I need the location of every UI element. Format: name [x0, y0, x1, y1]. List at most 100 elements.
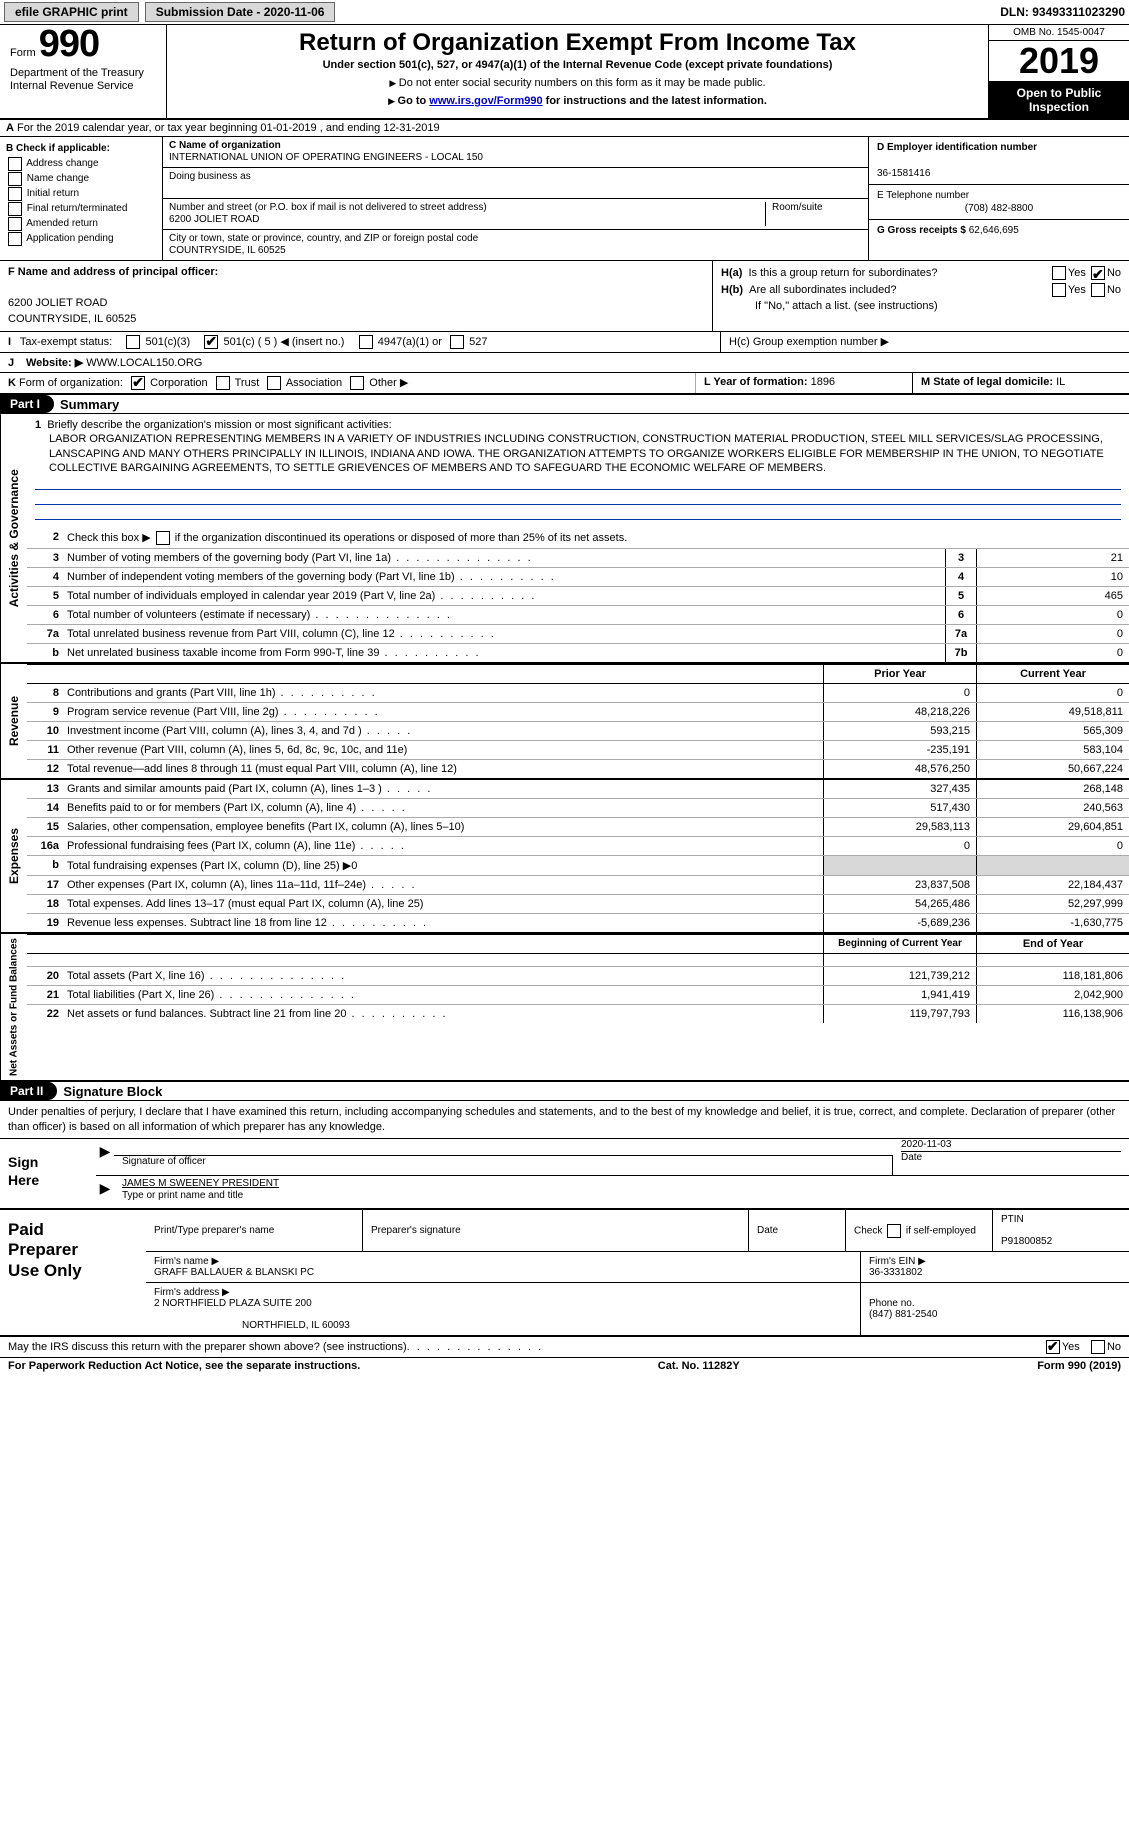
net-assets-section: Net Assets or Fund Balances Beginning of…: [0, 934, 1129, 1082]
line3: Number of voting members of the governin…: [63, 549, 945, 567]
form-number: 990: [39, 23, 99, 65]
officer-addr2: COUNTRYSIDE, IL 60525: [8, 313, 136, 325]
c16a: 0: [976, 837, 1129, 855]
line8: Contributions and grants (Part VIII, lin…: [63, 684, 823, 702]
hdr-current: Current Year: [976, 665, 1129, 683]
street-address: 6200 JOLIET ROAD: [169, 214, 259, 225]
line7a: Total unrelated business revenue from Pa…: [63, 625, 945, 643]
sig-officer-label: Signature of officer: [122, 1156, 206, 1167]
v5: 465: [976, 587, 1129, 605]
cb-address-change[interactable]: [8, 157, 22, 171]
part1-title: Summary: [60, 397, 119, 412]
irs-link[interactable]: www.irs.gov/Form990: [429, 95, 542, 107]
cb-4947[interactable]: [359, 335, 373, 349]
form-subtitle: Under section 501(c), 527, or 4947(a)(1)…: [175, 59, 980, 71]
cb-initial-return[interactable]: [8, 187, 22, 201]
self-employed-label: Check if self-employed: [854, 1224, 984, 1238]
c20: 118,181,806: [976, 967, 1129, 985]
cb-final-return[interactable]: [8, 202, 22, 216]
hdr-end: End of Year: [976, 935, 1129, 953]
line20: Total assets (Part X, line 16): [63, 967, 823, 985]
c18: 52,297,999: [976, 895, 1129, 913]
cb-amended-return[interactable]: [8, 217, 22, 231]
v3: 21: [976, 549, 1129, 567]
line-j: J Website: ▶ WWW.LOCAL150.ORG: [0, 353, 1129, 373]
line-a-text: For the 2019 calendar year, or tax year …: [17, 122, 440, 134]
firm-phone-label: Phone no.: [869, 1298, 1121, 1309]
cb-hb-no[interactable]: [1091, 283, 1105, 297]
cb-trust[interactable]: [216, 376, 230, 390]
form-footer: Form 990 (2019): [1037, 1360, 1121, 1372]
officer-label: F Name and address of principal officer:: [8, 266, 218, 278]
cb-501c3[interactable]: [126, 335, 140, 349]
org-name-label: C Name of organization: [169, 140, 281, 151]
box-c: C Name of organization INTERNATIONAL UNI…: [163, 137, 868, 260]
c22: 116,138,906: [976, 1005, 1129, 1023]
line-klm: K Form of organization: Corporation Trus…: [0, 373, 1129, 395]
c21: 2,042,900: [976, 986, 1129, 1004]
cb-application-pending[interactable]: [8, 232, 22, 246]
opt-527: 527: [469, 336, 487, 348]
phone-label: E Telephone number: [877, 190, 969, 201]
line-i: I Tax-exempt status: 501(c)(3) 501(c) ( …: [0, 332, 1129, 353]
cb-501c[interactable]: [204, 335, 218, 349]
c11: 583,104: [976, 741, 1129, 759]
v7a: 0: [976, 625, 1129, 643]
website-label: Website: ▶: [26, 356, 83, 369]
cb-self-employed[interactable]: [887, 1224, 901, 1238]
cb-association[interactable]: [267, 376, 281, 390]
p19: -5,689,236: [823, 914, 976, 932]
box-b: B Check if applicable: Address change Na…: [0, 137, 163, 260]
cb-other[interactable]: [350, 376, 364, 390]
opt-501c: 501(c) ( 5 ) ◀ (insert no.): [223, 336, 344, 348]
state-domicile-label: M State of legal domicile:: [921, 376, 1053, 388]
instructions-link-line: Go to www.irs.gov/Form990 for instructio…: [175, 95, 980, 107]
blank-line: [35, 475, 1121, 490]
discuss-no: No: [1107, 1341, 1121, 1353]
efile-print-button[interactable]: efile GRAPHIC print: [4, 2, 139, 22]
perjury-statement: Under penalties of perjury, I declare th…: [0, 1101, 1129, 1139]
v4: 10: [976, 568, 1129, 586]
firm-addr1: 2 NORTHFIELD PLAZA SUITE 200: [154, 1298, 852, 1309]
cb-ha-yes[interactable]: [1052, 266, 1066, 280]
officer-addr1: 6200 JOLIET ROAD: [8, 297, 107, 309]
hb-yes: Yes: [1068, 284, 1086, 296]
cb-discuss-yes[interactable]: [1046, 1340, 1060, 1354]
line14: Benefits paid to or for members (Part IX…: [63, 799, 823, 817]
form-title: Return of Organization Exempt From Incom…: [175, 29, 980, 57]
side-activities: Activities & Governance: [0, 414, 27, 662]
line5: Total number of individuals employed in …: [63, 587, 945, 605]
p8: 0: [823, 684, 976, 702]
line7b: Net unrelated business taxable income fr…: [63, 644, 945, 662]
paperwork-notice: For Paperwork Reduction Act Notice, see …: [8, 1360, 360, 1372]
header-right: OMB No. 1545-0047 2019 Open to PublicIns…: [989, 25, 1129, 118]
p11: -235,191: [823, 741, 976, 759]
cb-corporation[interactable]: [131, 376, 145, 390]
part2-tag: Part II: [0, 1082, 57, 1100]
hc-label: H(c) Group exemption number ▶: [729, 336, 889, 348]
phone-value: (708) 482-8800: [965, 203, 1033, 214]
sign-here-label: SignHere: [0, 1139, 96, 1208]
c13: 268,148: [976, 780, 1129, 798]
cb-527[interactable]: [450, 335, 464, 349]
ptin-value: P91800852: [1001, 1236, 1121, 1247]
opt-corp: Corporation: [150, 377, 207, 389]
submission-date-badge: Submission Date - 2020-11-06: [145, 2, 336, 22]
cb-discuss-no[interactable]: [1091, 1340, 1105, 1354]
cb-discontinued[interactable]: [156, 531, 170, 545]
dba-label: Doing business as: [169, 171, 251, 182]
officer-name-title: JAMES M SWEENEY PRESIDENT: [122, 1178, 279, 1189]
paid-preparer-label: PaidPreparerUse Only: [0, 1210, 146, 1335]
revenue-section: Revenue Prior YearCurrent Year 8Contribu…: [0, 664, 1129, 780]
c9: 49,518,811: [976, 703, 1129, 721]
cb-hb-yes[interactable]: [1052, 283, 1066, 297]
part2-title: Signature Block: [63, 1084, 162, 1099]
gross-receipts-value: 62,646,695: [969, 225, 1019, 236]
paid-preparer-block: PaidPreparerUse Only Print/Type preparer…: [0, 1210, 1129, 1337]
addr-label: Number and street (or P.O. box if mail i…: [169, 202, 487, 213]
firm-name: GRAFF BALLAUER & BLANSKI PC: [154, 1267, 852, 1278]
cb-name-change[interactable]: [8, 172, 22, 186]
cb-ha-no[interactable]: [1091, 266, 1105, 280]
line11: Other revenue (Part VIII, column (A), li…: [63, 741, 823, 759]
line19: Revenue less expenses. Subtract line 18 …: [63, 914, 823, 932]
